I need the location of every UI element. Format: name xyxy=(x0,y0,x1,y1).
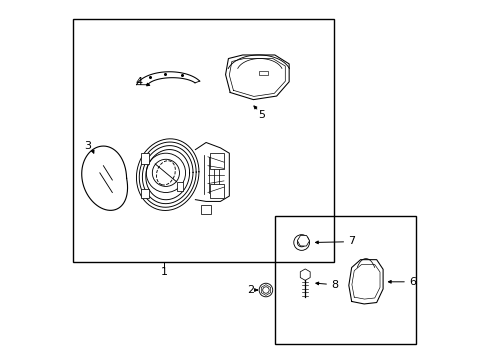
Polygon shape xyxy=(136,139,199,211)
Polygon shape xyxy=(348,260,382,304)
Text: 7: 7 xyxy=(347,236,354,246)
Bar xyxy=(201,205,211,214)
Circle shape xyxy=(259,283,272,297)
Bar xyxy=(258,71,267,75)
Text: 1: 1 xyxy=(160,267,167,277)
Bar xyxy=(141,153,148,164)
Circle shape xyxy=(293,235,309,250)
Polygon shape xyxy=(139,142,196,207)
Bar xyxy=(209,153,224,169)
Bar xyxy=(176,182,183,191)
Text: 2: 2 xyxy=(246,285,253,295)
Text: 6: 6 xyxy=(408,277,415,287)
Polygon shape xyxy=(145,149,189,200)
Circle shape xyxy=(297,238,305,247)
Bar xyxy=(73,19,333,262)
Bar xyxy=(209,184,224,198)
Polygon shape xyxy=(225,55,288,100)
Bar xyxy=(141,189,148,198)
Text: 8: 8 xyxy=(330,280,337,291)
Bar xyxy=(274,216,415,344)
Text: 3: 3 xyxy=(84,141,91,151)
Circle shape xyxy=(262,287,268,293)
Text: 5: 5 xyxy=(258,110,264,120)
Polygon shape xyxy=(136,72,199,85)
Polygon shape xyxy=(142,145,193,204)
Text: 4: 4 xyxy=(135,77,142,87)
Polygon shape xyxy=(195,143,229,202)
Polygon shape xyxy=(81,146,127,210)
